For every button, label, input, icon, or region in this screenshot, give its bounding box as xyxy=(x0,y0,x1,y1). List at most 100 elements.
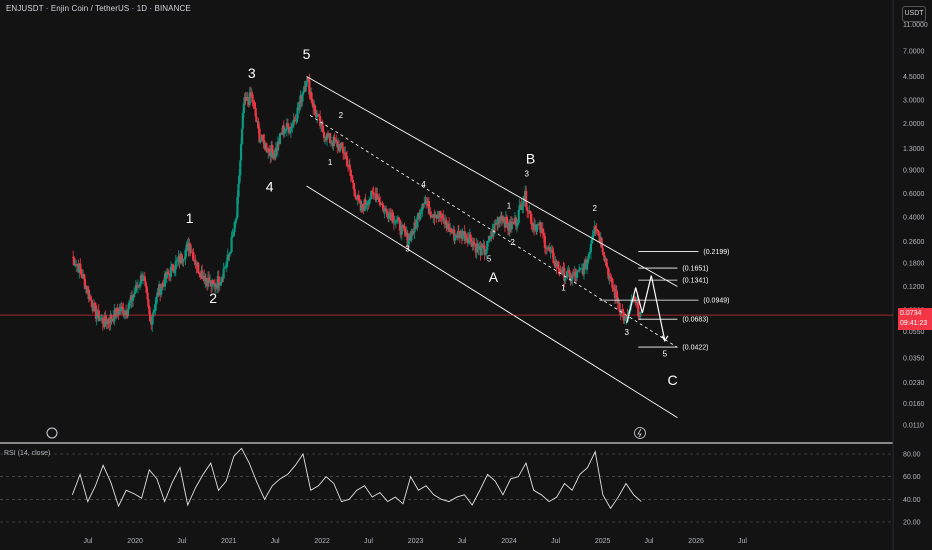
candle-body xyxy=(562,267,565,269)
candle-body xyxy=(122,313,126,315)
candle-body xyxy=(600,237,603,248)
channel-lower-line xyxy=(306,185,678,418)
candle-body xyxy=(563,268,566,281)
candle-body xyxy=(498,216,502,224)
wave-label: 3 xyxy=(248,65,256,81)
candle-body xyxy=(79,263,82,269)
candle-body xyxy=(225,261,228,267)
candle-body xyxy=(472,241,475,244)
candle-body xyxy=(436,214,439,219)
candle-body xyxy=(518,205,521,211)
candle-body xyxy=(298,103,301,109)
candle-body xyxy=(480,244,483,256)
candle-body xyxy=(427,200,430,214)
candle-body xyxy=(606,266,609,269)
candle-body xyxy=(419,212,422,219)
candle-body xyxy=(530,214,533,225)
candle-body xyxy=(134,285,137,293)
candle-body xyxy=(181,261,184,263)
candle-body xyxy=(410,231,413,241)
time-axis-tick: Jul xyxy=(457,538,466,545)
candle-body xyxy=(241,113,244,129)
candle-body xyxy=(76,264,79,265)
fib-level-label: (0.0949) xyxy=(703,298,729,305)
candle-body xyxy=(74,265,77,266)
candle-body xyxy=(575,270,579,278)
time-axis-tick: 2022 xyxy=(314,538,330,545)
candle-body xyxy=(287,126,291,133)
wave-label: 2 xyxy=(339,111,344,120)
candle-body xyxy=(338,144,342,152)
price-axis-tick: 0.9000 xyxy=(903,167,925,174)
candle-body xyxy=(146,292,149,300)
candle-body xyxy=(585,263,589,270)
candle-body xyxy=(118,308,121,315)
candle-body xyxy=(90,300,93,307)
candle-body xyxy=(252,102,255,104)
candle-body xyxy=(185,244,188,250)
candle-body xyxy=(465,236,468,239)
candle-body xyxy=(307,77,310,81)
candle-body xyxy=(152,312,155,317)
candle-body xyxy=(87,289,90,299)
candle-body xyxy=(568,270,571,274)
candle-body xyxy=(621,309,624,312)
candle-body xyxy=(312,102,315,108)
candle-body xyxy=(414,222,417,225)
candle-body xyxy=(234,219,237,222)
candle-body xyxy=(194,259,197,265)
candle-body xyxy=(609,276,612,278)
candle-body xyxy=(548,247,551,252)
candle-body xyxy=(349,169,352,177)
candle-body xyxy=(378,197,381,203)
candle-body xyxy=(143,276,146,282)
candle-body xyxy=(189,244,192,253)
candle-body xyxy=(101,317,104,324)
candle-body xyxy=(268,148,271,153)
candle-body xyxy=(395,219,399,221)
candle-body xyxy=(386,211,389,217)
candle-body xyxy=(589,243,593,253)
candle-body xyxy=(381,203,384,205)
candle-body xyxy=(104,315,107,322)
candle-body xyxy=(257,121,260,129)
candle-body xyxy=(174,261,177,270)
candle-body xyxy=(535,225,539,232)
candle-body xyxy=(204,277,208,280)
price-axis-tick: 4.5000 xyxy=(903,74,925,81)
candle-body xyxy=(127,303,131,309)
candle-body xyxy=(278,133,282,144)
candle-body xyxy=(145,286,148,293)
candle-body xyxy=(284,129,287,131)
candle-body xyxy=(237,183,240,197)
candle-body xyxy=(310,91,313,100)
candle-body xyxy=(618,303,621,312)
wave-label: 5 xyxy=(303,46,311,62)
candle-body xyxy=(183,258,186,260)
candle-body xyxy=(467,237,470,244)
currency-button[interactable]: USDT xyxy=(902,6,926,22)
rsi-axis-tick: 40.00 xyxy=(903,497,921,504)
candle-body xyxy=(353,189,356,197)
candle-body xyxy=(322,132,326,138)
candle-body xyxy=(522,200,525,207)
candle-body xyxy=(365,204,368,206)
candle-body xyxy=(318,114,321,117)
candle-body xyxy=(276,141,280,151)
candle-body xyxy=(141,276,145,281)
candle-body xyxy=(416,216,419,228)
candle-body xyxy=(407,240,410,247)
candle-body xyxy=(180,254,183,262)
candle-body xyxy=(388,212,392,214)
candle-body xyxy=(236,196,239,218)
projection-arrowhead xyxy=(661,335,669,343)
candle-body xyxy=(153,310,156,313)
candle-body xyxy=(431,216,434,218)
candle-body xyxy=(260,139,263,141)
candle-body xyxy=(542,233,545,236)
candle-body xyxy=(332,137,335,147)
candle-body xyxy=(364,199,367,205)
candle-body xyxy=(126,308,130,317)
candle-body xyxy=(239,143,243,161)
